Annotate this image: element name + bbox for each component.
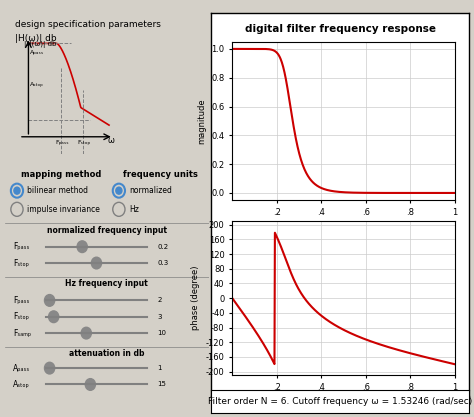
Text: normalized frequency input: normalized frequency input — [46, 226, 167, 235]
Text: Aₚₐₛₛ: Aₚₐₛₛ — [30, 50, 45, 55]
Text: 0.2: 0.2 — [157, 244, 169, 250]
Text: 15: 15 — [157, 382, 166, 387]
FancyBboxPatch shape — [213, 41, 356, 70]
Text: 2: 2 — [157, 297, 162, 304]
FancyBboxPatch shape — [451, 23, 468, 43]
Text: Fₚₐₛₛ: Fₚₐₛₛ — [13, 242, 29, 251]
Text: 100: 100 — [447, 61, 461, 67]
Circle shape — [91, 257, 101, 269]
Text: |H(ω)| db: |H(ω)| db — [24, 41, 56, 48]
Text: digital filter frequency response: digital filter frequency response — [245, 24, 436, 34]
Circle shape — [45, 362, 55, 374]
Circle shape — [77, 241, 87, 253]
Text: 10: 10 — [157, 330, 166, 336]
Text: Fₚₐₛₛ: Fₚₐₛₛ — [55, 140, 69, 145]
Text: Fₛₜₒₚ: Fₛₜₒₚ — [13, 259, 29, 268]
Text: Hz: Hz — [129, 205, 139, 214]
Text: Aₛₜₒₚ: Aₛₜₒₚ — [13, 380, 30, 389]
Text: 3: 3 — [327, 61, 331, 67]
Text: attenuation in db: attenuation in db — [69, 349, 145, 359]
Text: minumum: minumum — [301, 32, 337, 38]
Text: 1: 1 — [157, 365, 162, 371]
Text: impulse invariance: impulse invariance — [27, 205, 100, 214]
Text: Aₛₜₒₚ: Aₛₜₒₚ — [30, 82, 44, 87]
Text: bilinear method: bilinear method — [27, 186, 88, 195]
Text: 0.3: 0.3 — [157, 260, 169, 266]
Text: normalized: normalized — [129, 186, 172, 195]
Text: Hz frequency input: Hz frequency input — [65, 279, 148, 289]
Circle shape — [409, 58, 420, 65]
Text: design specification parameters: design specification parameters — [15, 20, 161, 29]
Y-axis label: magnitude: magnitude — [197, 98, 206, 144]
Text: select result to display: select result to display — [371, 15, 458, 24]
Text: Fₛₜₒₚ: Fₛₜₒₚ — [13, 312, 29, 321]
Circle shape — [283, 32, 292, 38]
Text: Fₛₐₘₚ: Fₛₐₘₚ — [13, 329, 31, 338]
FancyBboxPatch shape — [360, 22, 469, 43]
Text: ω: ω — [107, 136, 114, 145]
Circle shape — [81, 327, 91, 339]
Circle shape — [116, 187, 122, 194]
Text: Filter order N = 6. Cutoff frequency ω = 1.53246 (rad/sec): Filter order N = 6. Cutoff frequency ω =… — [208, 397, 472, 406]
Circle shape — [85, 379, 95, 390]
Text: mapping method: mapping method — [21, 170, 101, 178]
Y-axis label: phase (degree): phase (degree) — [191, 266, 200, 330]
Text: digital filter spectrum linear: digital filter spectrum linear — [362, 30, 450, 35]
Text: specific order: specific order — [239, 32, 286, 38]
Text: ▲
▼: ▲ ▼ — [457, 28, 462, 38]
Circle shape — [256, 58, 270, 65]
Text: 3: 3 — [157, 314, 162, 320]
X-axis label: normalized frequency: normalized frequency — [298, 397, 390, 407]
Circle shape — [14, 187, 20, 194]
FancyBboxPatch shape — [359, 46, 470, 71]
X-axis label: normalized frequency: normalized frequency — [298, 222, 390, 231]
Text: frequency units: frequency units — [123, 170, 198, 178]
Text: method to determine filter order: method to determine filter order — [222, 15, 347, 24]
Circle shape — [45, 294, 55, 306]
Text: filter order: filter order — [264, 44, 305, 53]
Text: Fₚₐₛₛ: Fₚₐₛₛ — [13, 296, 29, 305]
Text: |H(ω)| db: |H(ω)| db — [15, 35, 56, 43]
Text: number of samples to plot: number of samples to plot — [373, 46, 456, 51]
Text: Aₚₐₛₛ: Aₚₐₛₛ — [13, 364, 30, 373]
Text: Fₛₜₒₚ: Fₛₜₒₚ — [78, 140, 91, 145]
Circle shape — [48, 311, 59, 323]
